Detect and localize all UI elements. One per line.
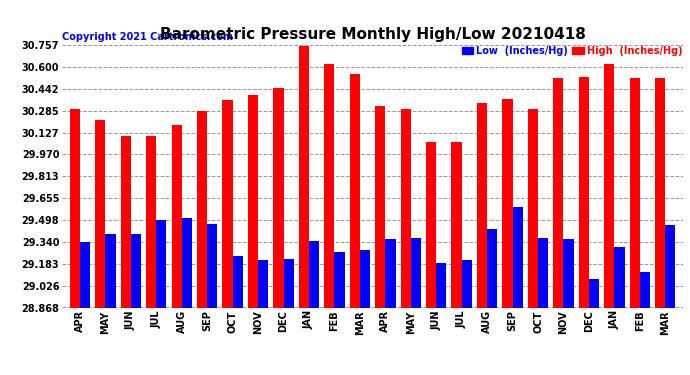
Bar [222,100,233,308]
Bar [309,240,319,308]
Bar [375,106,385,308]
Bar [411,238,421,308]
Bar [335,252,344,308]
Bar [360,250,370,307]
Bar [630,78,640,308]
Bar [564,239,573,308]
Bar [80,242,90,308]
Text: Copyright 2021 Cartronics.com: Copyright 2021 Cartronics.com [62,32,233,42]
Bar [528,108,538,307]
Bar [538,238,549,308]
Bar [614,248,624,308]
Bar [106,234,115,308]
Bar [181,218,192,308]
Bar [655,78,665,308]
Bar [462,260,472,308]
Bar [385,239,395,308]
Bar [451,142,462,308]
Bar [579,76,589,308]
Bar [156,220,166,308]
Bar [426,142,436,308]
Bar [233,256,243,308]
Bar [324,64,335,308]
Bar [350,74,360,308]
Bar [258,260,268,308]
Bar [401,108,411,307]
Bar [513,207,523,308]
Bar [640,273,650,308]
Bar [121,136,131,308]
Bar [477,103,487,308]
Bar [299,46,309,308]
Bar [273,88,284,308]
Bar [553,78,564,308]
Bar [487,230,497,308]
Bar [604,64,614,308]
Bar [284,259,294,308]
Bar [589,279,599,308]
Bar [197,111,207,308]
Bar [131,234,141,308]
Bar [70,108,80,307]
Bar [665,225,676,308]
Bar [95,120,106,308]
Legend: Low  (Inches/Hg), High  (Inches/Hg): Low (Inches/Hg), High (Inches/Hg) [462,46,682,56]
Bar [146,136,156,308]
Bar [172,125,181,308]
Bar [248,94,258,308]
Bar [502,99,513,308]
Bar [436,263,446,308]
Title: Barometric Pressure Monthly High/Low 20210418: Barometric Pressure Monthly High/Low 202… [159,27,586,42]
Bar [207,224,217,308]
